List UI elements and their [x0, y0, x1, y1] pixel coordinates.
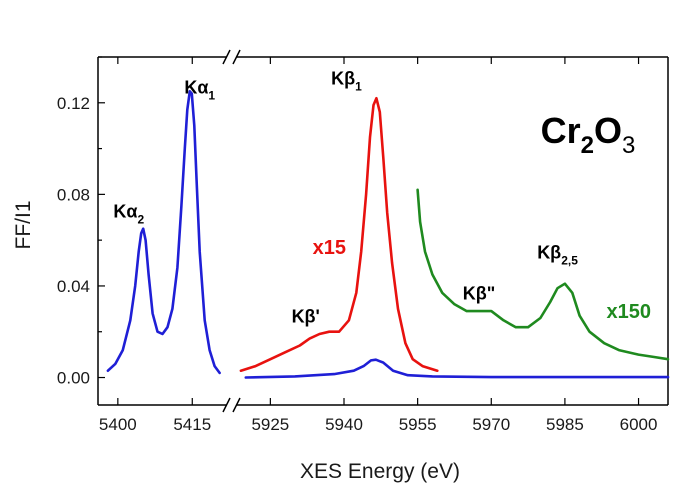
series-line-0	[106, 90, 221, 375]
x-tick-label: 5985	[546, 415, 584, 434]
series-line-1	[244, 358, 670, 379]
y-axis-title: FF/I1	[12, 200, 35, 249]
axis-break-mark-top-right	[232, 49, 241, 65]
annotation-label: Kα2	[113, 201, 144, 226]
annotation-label: Kβ"	[463, 284, 496, 304]
axis-break-mark-bottom-left	[222, 397, 231, 413]
x-tick-label: 5925	[251, 415, 289, 434]
annotation-subscript: 1	[355, 79, 362, 93]
plot-frame	[97, 49, 669, 413]
ticks-group: 0.00 0.04 0.08 0.12 5400 5415 5925 5940 5955 5970…	[57, 56, 658, 434]
compound-label: Cr2O3	[541, 110, 636, 159]
series-line-3	[416, 188, 670, 361]
series-group	[106, 90, 670, 379]
annotation-label: Kβ'	[292, 307, 320, 327]
annotation-label: Kβ1	[331, 68, 362, 93]
y-tick-label: 0.12	[57, 94, 90, 113]
compound-label-part: O	[594, 110, 622, 151]
x-tick-label: 5400	[99, 415, 137, 434]
x-tick-label: 5970	[472, 415, 510, 434]
annotation-label: Kβ2,5	[537, 242, 578, 267]
axis-break-mark-bottom-right	[232, 397, 241, 413]
annotation-subscript: 1	[208, 89, 215, 103]
compound-label-part: 3	[622, 132, 635, 159]
annotation-label: x15	[313, 237, 346, 259]
compound-label-part: 2	[581, 132, 594, 159]
y-tick-label: 0.08	[57, 185, 90, 204]
annotation-subscript: 2,5	[561, 253, 578, 267]
x-axis-title: XES Energy (eV)	[300, 460, 460, 483]
x-tick-label: 5415	[173, 415, 211, 434]
x-tick-label: 6000	[620, 415, 658, 434]
y-tick-label: 0.04	[57, 277, 90, 296]
annotation-label: x150	[606, 301, 651, 323]
x-tick-label: 5940	[325, 415, 363, 434]
series-line-2	[239, 96, 439, 373]
annotation-subscript: 2	[137, 212, 144, 226]
x-tick-label: 5955	[399, 415, 437, 434]
y-tick-label: 0.00	[57, 369, 90, 388]
compound-label-part: Cr	[541, 110, 581, 151]
axis-break-mark-top-left	[222, 49, 231, 65]
